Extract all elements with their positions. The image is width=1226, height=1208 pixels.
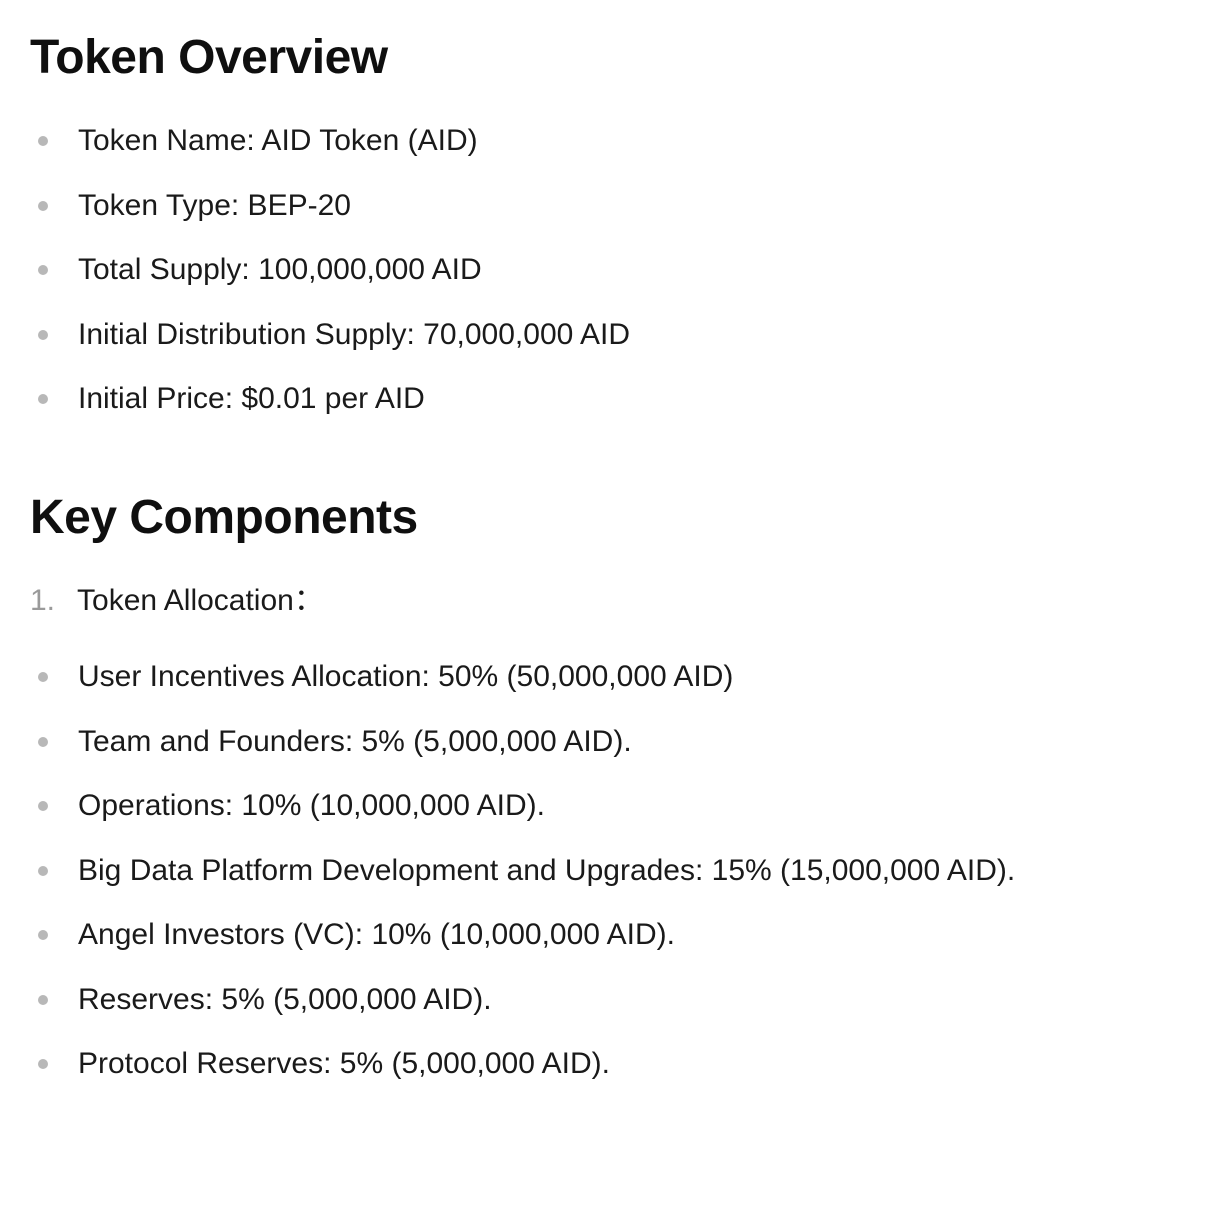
bullet-icon <box>38 1059 48 1069</box>
numbered-list: 1. Token Allocation： <box>30 581 1196 622</box>
list-item-text: Token Type: BEP-20 <box>78 186 1196 227</box>
bullet-icon <box>38 737 48 747</box>
heading-key-components: Key Components <box>30 490 1196 545</box>
list-item-text: Total Supply: 100,000,000 AID <box>78 250 1196 291</box>
list-item-text: Operations: 10% (10,000,000 AID). <box>78 786 1196 827</box>
list-item-text: Initial Distribution Supply: 70,000,000 … <box>78 315 1196 356</box>
bullet-icon <box>38 866 48 876</box>
bullet-icon <box>38 672 48 682</box>
list-item: Token Type: BEP-20 <box>30 186 1196 227</box>
list-item: User Incentives Allocation: 50% (50,000,… <box>30 657 1196 698</box>
bullet-icon <box>38 930 48 940</box>
list-item: Total Supply: 100,000,000 AID <box>30 250 1196 291</box>
bullet-icon <box>38 801 48 811</box>
list-item: Protocol Reserves: 5% (5,000,000 AID). <box>30 1044 1196 1085</box>
list-item: Operations: 10% (10,000,000 AID). <box>30 786 1196 827</box>
allocation-list: User Incentives Allocation: 50% (50,000,… <box>30 657 1196 1085</box>
bullet-icon <box>38 394 48 404</box>
bullet-icon <box>38 265 48 275</box>
list-item-text: Big Data Platform Development and Upgrad… <box>78 851 1196 892</box>
list-item-text: Token Name: AID Token (AID) <box>78 121 1196 162</box>
number-marker: 1. <box>30 581 55 622</box>
bullet-icon <box>38 330 48 340</box>
list-item-text: Protocol Reserves: 5% (5,000,000 AID). <box>78 1044 1196 1085</box>
list-item: Initial Distribution Supply: 70,000,000 … <box>30 315 1196 356</box>
list-item: Team and Founders: 5% (5,000,000 AID). <box>30 722 1196 763</box>
list-item-text: Initial Price: $0.01 per AID <box>78 379 1196 420</box>
numbered-item-text: Token Allocation： <box>77 581 1196 622</box>
list-item-text: Team and Founders: 5% (5,000,000 AID). <box>78 722 1196 763</box>
list-item: Token Name: AID Token (AID) <box>30 121 1196 162</box>
overview-list: Token Name: AID Token (AID) Token Type: … <box>30 121 1196 420</box>
heading-token-overview: Token Overview <box>30 30 1196 85</box>
bullet-icon <box>38 136 48 146</box>
list-item: Initial Price: $0.01 per AID <box>30 379 1196 420</box>
list-item: Big Data Platform Development and Upgrad… <box>30 851 1196 892</box>
bullet-icon <box>38 201 48 211</box>
list-item: Reserves: 5% (5,000,000 AID). <box>30 980 1196 1021</box>
bullet-icon <box>38 995 48 1005</box>
numbered-item: 1. Token Allocation： <box>30 581 1196 622</box>
list-item-text: Angel Investors (VC): 10% (10,000,000 AI… <box>78 915 1196 956</box>
list-item-text: Reserves: 5% (5,000,000 AID). <box>78 980 1196 1021</box>
list-item: Angel Investors (VC): 10% (10,000,000 AI… <box>30 915 1196 956</box>
list-item-text: User Incentives Allocation: 50% (50,000,… <box>78 657 1196 698</box>
